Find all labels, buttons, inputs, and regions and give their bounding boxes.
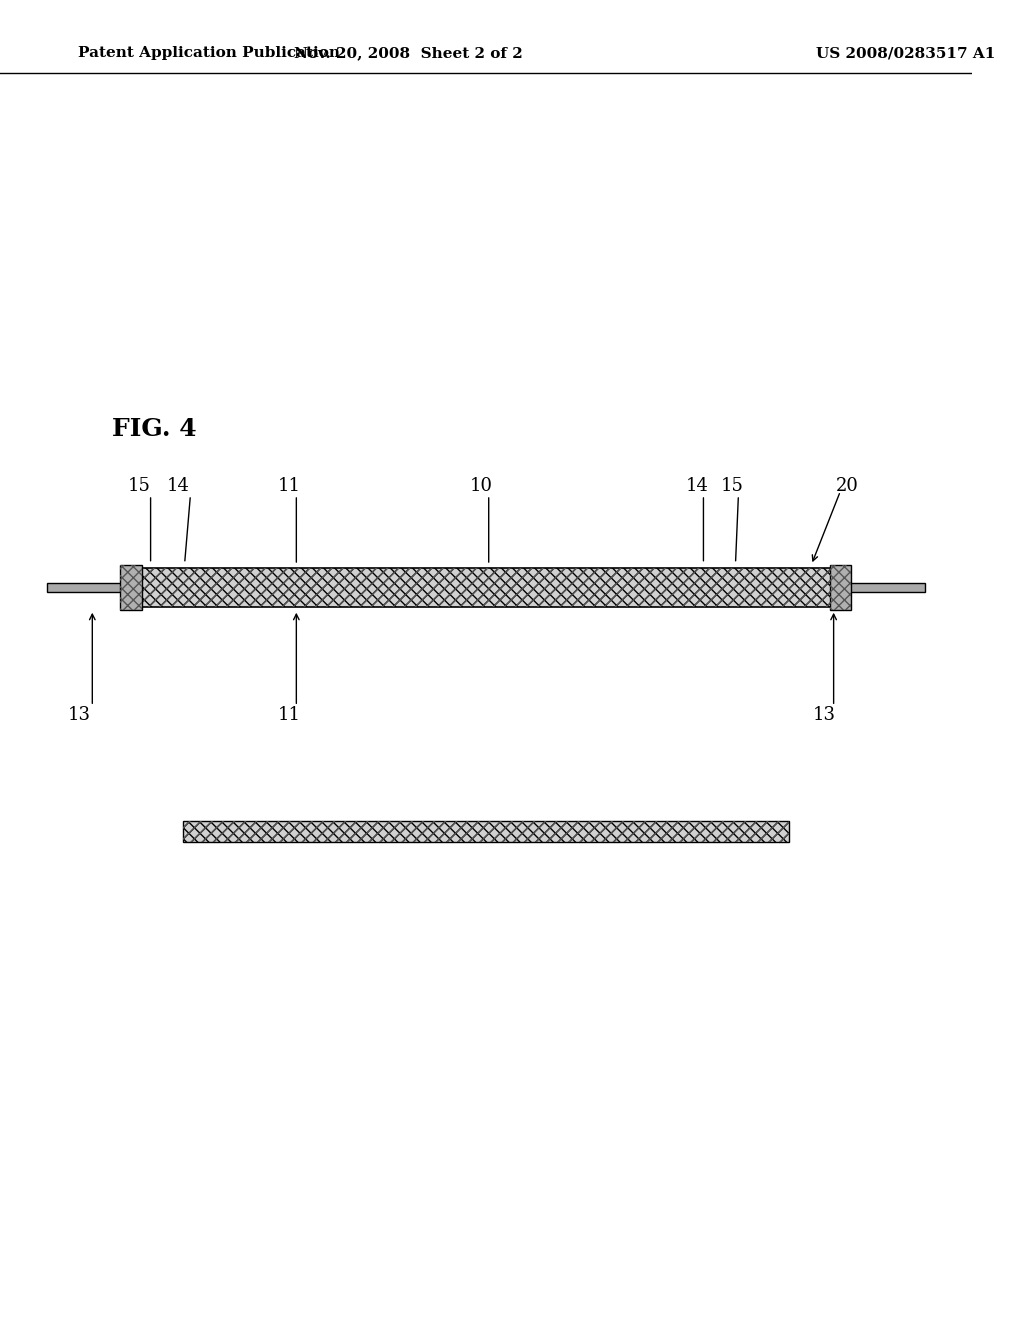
Text: 15: 15 xyxy=(721,477,744,495)
Text: US 2008/0283517 A1: US 2008/0283517 A1 xyxy=(816,46,995,61)
Text: 14: 14 xyxy=(166,477,189,495)
Bar xyxy=(841,582,925,591)
Bar xyxy=(47,582,131,591)
Text: 20: 20 xyxy=(836,477,859,495)
Bar xyxy=(121,565,142,610)
Bar xyxy=(131,568,841,607)
Bar xyxy=(829,565,851,610)
Bar xyxy=(131,568,841,607)
Text: Patent Application Publication: Patent Application Publication xyxy=(78,46,340,61)
Bar xyxy=(829,565,851,610)
Text: Nov. 20, 2008  Sheet 2 of 2: Nov. 20, 2008 Sheet 2 of 2 xyxy=(294,46,522,61)
Text: 13: 13 xyxy=(812,706,836,725)
Bar xyxy=(121,565,142,610)
Text: 15: 15 xyxy=(128,477,151,495)
Bar xyxy=(182,821,788,842)
Text: 11: 11 xyxy=(279,706,301,725)
Text: FIG. 4: FIG. 4 xyxy=(112,417,197,441)
Text: 10: 10 xyxy=(469,477,493,495)
Text: 11: 11 xyxy=(279,477,301,495)
Text: 14: 14 xyxy=(686,477,709,495)
Bar xyxy=(182,821,788,842)
Text: 13: 13 xyxy=(69,706,91,725)
